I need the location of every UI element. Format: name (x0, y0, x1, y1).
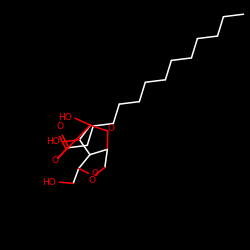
Text: O: O (88, 176, 96, 185)
Text: HO: HO (58, 113, 71, 122)
Text: O: O (56, 122, 63, 131)
Text: O: O (91, 169, 98, 178)
Text: HO: HO (42, 178, 56, 187)
Text: O: O (108, 124, 115, 133)
Text: O: O (51, 156, 58, 165)
Text: HO: HO (46, 137, 60, 146)
